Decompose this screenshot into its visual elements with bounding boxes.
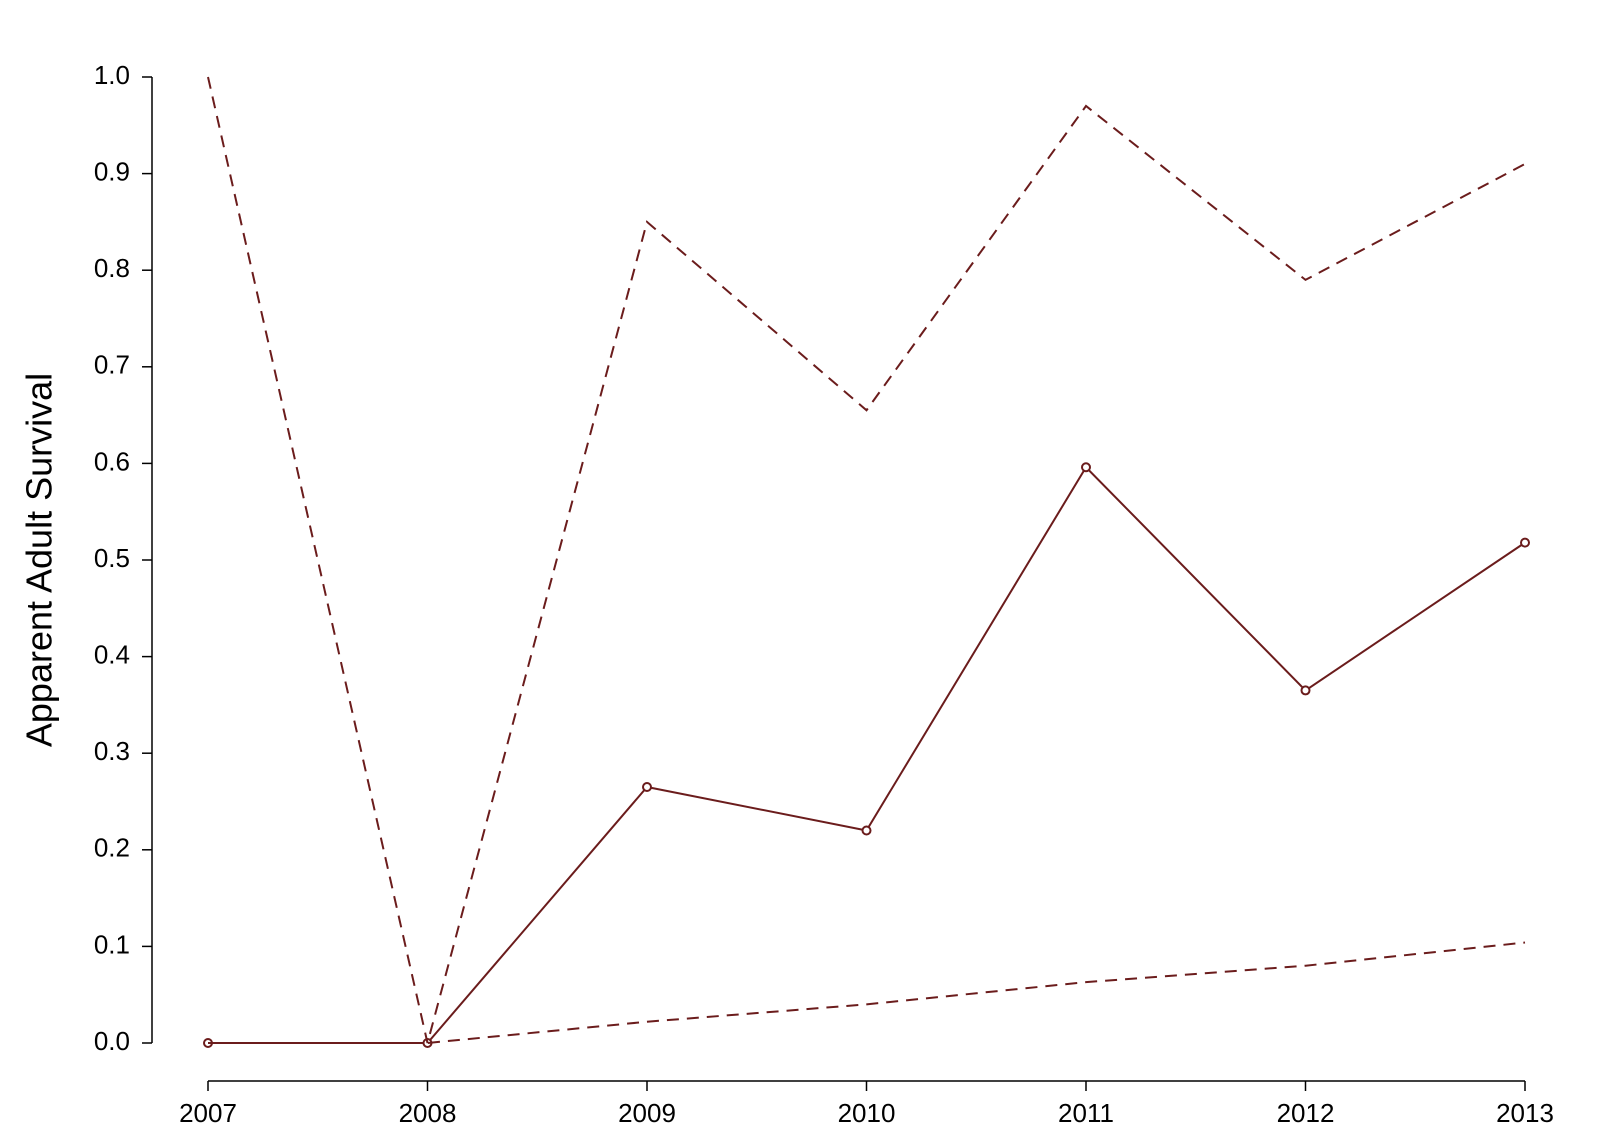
x-tick-label: 2013 — [1496, 1098, 1554, 1128]
x-tick-label: 2007 — [179, 1098, 237, 1128]
y-tick-label: 0.4 — [94, 639, 130, 669]
point — [1520, 537, 1530, 548]
x-tick-label: 2011 — [1058, 1098, 1114, 1128]
y-tick-label: 0.2 — [94, 833, 130, 863]
x-tick-label: 2010 — [838, 1098, 896, 1128]
y-tick-label: 0.1 — [94, 929, 130, 959]
series-line — [208, 941, 1526, 1044]
point — [642, 782, 652, 793]
y-tick-label: 1.0 — [94, 60, 130, 90]
series-line — [208, 465, 1526, 1044]
y-tick-label: 0.8 — [94, 253, 130, 283]
y-axis-label: Apparent Adult Survival — [19, 373, 60, 747]
point — [861, 825, 872, 836]
series-line — [207, 76, 1526, 1044]
y-tick-label: 0.0 — [94, 1026, 130, 1056]
y-tick-label: 0.7 — [94, 350, 130, 380]
x-tick-label: 2008 — [399, 1098, 457, 1128]
y-tick-label: 0.6 — [94, 446, 130, 476]
y-tick-label: 0.3 — [94, 736, 130, 766]
point — [1300, 685, 1311, 696]
x-tick-label: 2009 — [618, 1098, 676, 1128]
point — [1081, 462, 1091, 473]
y-tick-label: 0.9 — [94, 156, 130, 186]
y-tick-label: 0.5 — [94, 543, 130, 573]
x-tick-label: 2012 — [1277, 1098, 1335, 1128]
